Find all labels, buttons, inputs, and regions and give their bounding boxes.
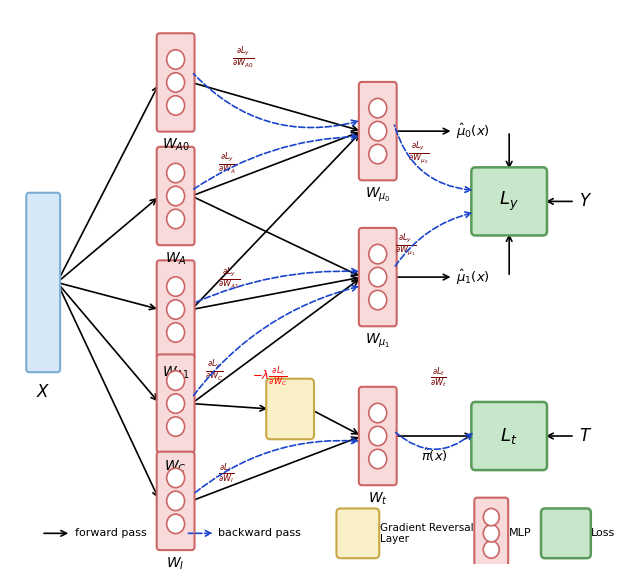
Circle shape	[369, 403, 387, 423]
FancyBboxPatch shape	[359, 82, 397, 181]
Circle shape	[369, 98, 387, 118]
Text: $W_C$: $W_C$	[164, 458, 187, 474]
FancyBboxPatch shape	[157, 33, 195, 132]
FancyBboxPatch shape	[157, 260, 195, 359]
Text: $Y$: $Y$	[579, 193, 592, 210]
Text: $W_I$: $W_I$	[166, 555, 185, 572]
Text: $X$: $X$	[36, 384, 51, 401]
Text: Loss: Loss	[591, 528, 615, 538]
Text: Gradient Reversal
Layer: Gradient Reversal Layer	[380, 523, 474, 544]
Text: $\hat{\mu}_1(x)$: $\hat{\mu}_1(x)$	[456, 267, 490, 287]
Text: $\frac{\partial L_y}{\partial W_A}$: $\frac{\partial L_y}{\partial W_A}$	[218, 151, 237, 177]
Circle shape	[483, 541, 499, 558]
FancyBboxPatch shape	[157, 354, 195, 453]
Circle shape	[166, 95, 184, 115]
Text: $\frac{\partial L_t}{\partial W_t}$: $\frac{\partial L_t}{\partial W_t}$	[429, 365, 447, 390]
Text: $W_{\mu_0}$: $W_{\mu_0}$	[365, 186, 390, 204]
Text: $L_y$: $L_y$	[499, 190, 519, 213]
Circle shape	[166, 163, 184, 183]
Circle shape	[166, 394, 184, 413]
Text: $\hat{\pi}(x)$: $\hat{\pi}(x)$	[421, 447, 448, 464]
FancyBboxPatch shape	[266, 379, 314, 439]
Text: forward pass: forward pass	[75, 528, 147, 538]
Text: $W_{A1}$: $W_{A1}$	[162, 364, 189, 381]
Circle shape	[166, 209, 184, 229]
FancyBboxPatch shape	[359, 387, 397, 485]
Circle shape	[166, 186, 184, 206]
Text: $\hat{\mu}_0(x)$: $\hat{\mu}_0(x)$	[456, 121, 490, 141]
Text: backward pass: backward pass	[218, 528, 301, 538]
FancyBboxPatch shape	[474, 497, 508, 569]
Circle shape	[166, 50, 184, 69]
Circle shape	[166, 300, 184, 319]
Circle shape	[369, 121, 387, 141]
Circle shape	[166, 417, 184, 436]
Circle shape	[483, 508, 499, 526]
Text: $\frac{\partial L_t}{\partial W_I}$: $\frac{\partial L_t}{\partial W_I}$	[218, 462, 235, 486]
Text: $W_{\mu_1}$: $W_{\mu_1}$	[365, 332, 390, 350]
FancyBboxPatch shape	[157, 452, 195, 550]
Text: $W_{A0}$: $W_{A0}$	[162, 137, 189, 154]
Circle shape	[369, 144, 387, 164]
FancyBboxPatch shape	[471, 167, 547, 235]
Circle shape	[166, 514, 184, 534]
Circle shape	[369, 290, 387, 310]
FancyBboxPatch shape	[157, 147, 195, 245]
FancyBboxPatch shape	[471, 402, 547, 470]
Circle shape	[166, 73, 184, 92]
Circle shape	[166, 468, 184, 488]
Circle shape	[166, 491, 184, 511]
Text: $W_t$: $W_t$	[368, 490, 388, 507]
FancyBboxPatch shape	[541, 508, 591, 558]
Text: MLP: MLP	[509, 528, 532, 538]
FancyBboxPatch shape	[359, 228, 397, 326]
Circle shape	[369, 267, 387, 287]
Circle shape	[166, 371, 184, 390]
Circle shape	[369, 449, 387, 469]
Circle shape	[166, 277, 184, 296]
Text: $W_A$: $W_A$	[164, 251, 186, 267]
Circle shape	[369, 244, 387, 264]
Text: $\frac{\partial L_y}{\partial W_{A1}}$: $\frac{\partial L_y}{\partial W_{A1}}$	[218, 266, 241, 292]
Text: $\frac{\partial L_y}{\partial W_{\mu_0}}$: $\frac{\partial L_y}{\partial W_{\mu_0}}…	[408, 139, 429, 166]
Text: $L_t$: $L_t$	[500, 426, 518, 446]
FancyBboxPatch shape	[26, 193, 60, 372]
FancyBboxPatch shape	[337, 508, 380, 558]
Text: $T$: $T$	[579, 428, 592, 444]
Text: $-\lambda\frac{\partial L_t}{\partial W_C}$: $-\lambda\frac{\partial L_t}{\partial W_…	[252, 364, 288, 389]
Circle shape	[166, 323, 184, 342]
Text: $\frac{\partial L_y}{\partial W_C}$: $\frac{\partial L_y}{\partial W_C}$	[205, 358, 224, 384]
Text: $\frac{\partial L_y}{\partial W_{A0}}$: $\frac{\partial L_y}{\partial W_{A0}}$	[232, 44, 255, 71]
Circle shape	[483, 524, 499, 542]
Circle shape	[369, 426, 387, 446]
Text: $\frac{\partial L_y}{\partial W_{\mu_1}}$: $\frac{\partial L_y}{\partial W_{\mu_1}}…	[395, 231, 416, 258]
